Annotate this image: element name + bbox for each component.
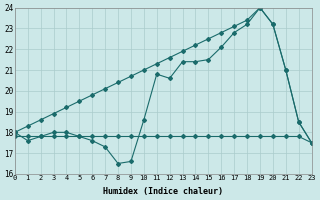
X-axis label: Humidex (Indice chaleur): Humidex (Indice chaleur) <box>103 187 223 196</box>
